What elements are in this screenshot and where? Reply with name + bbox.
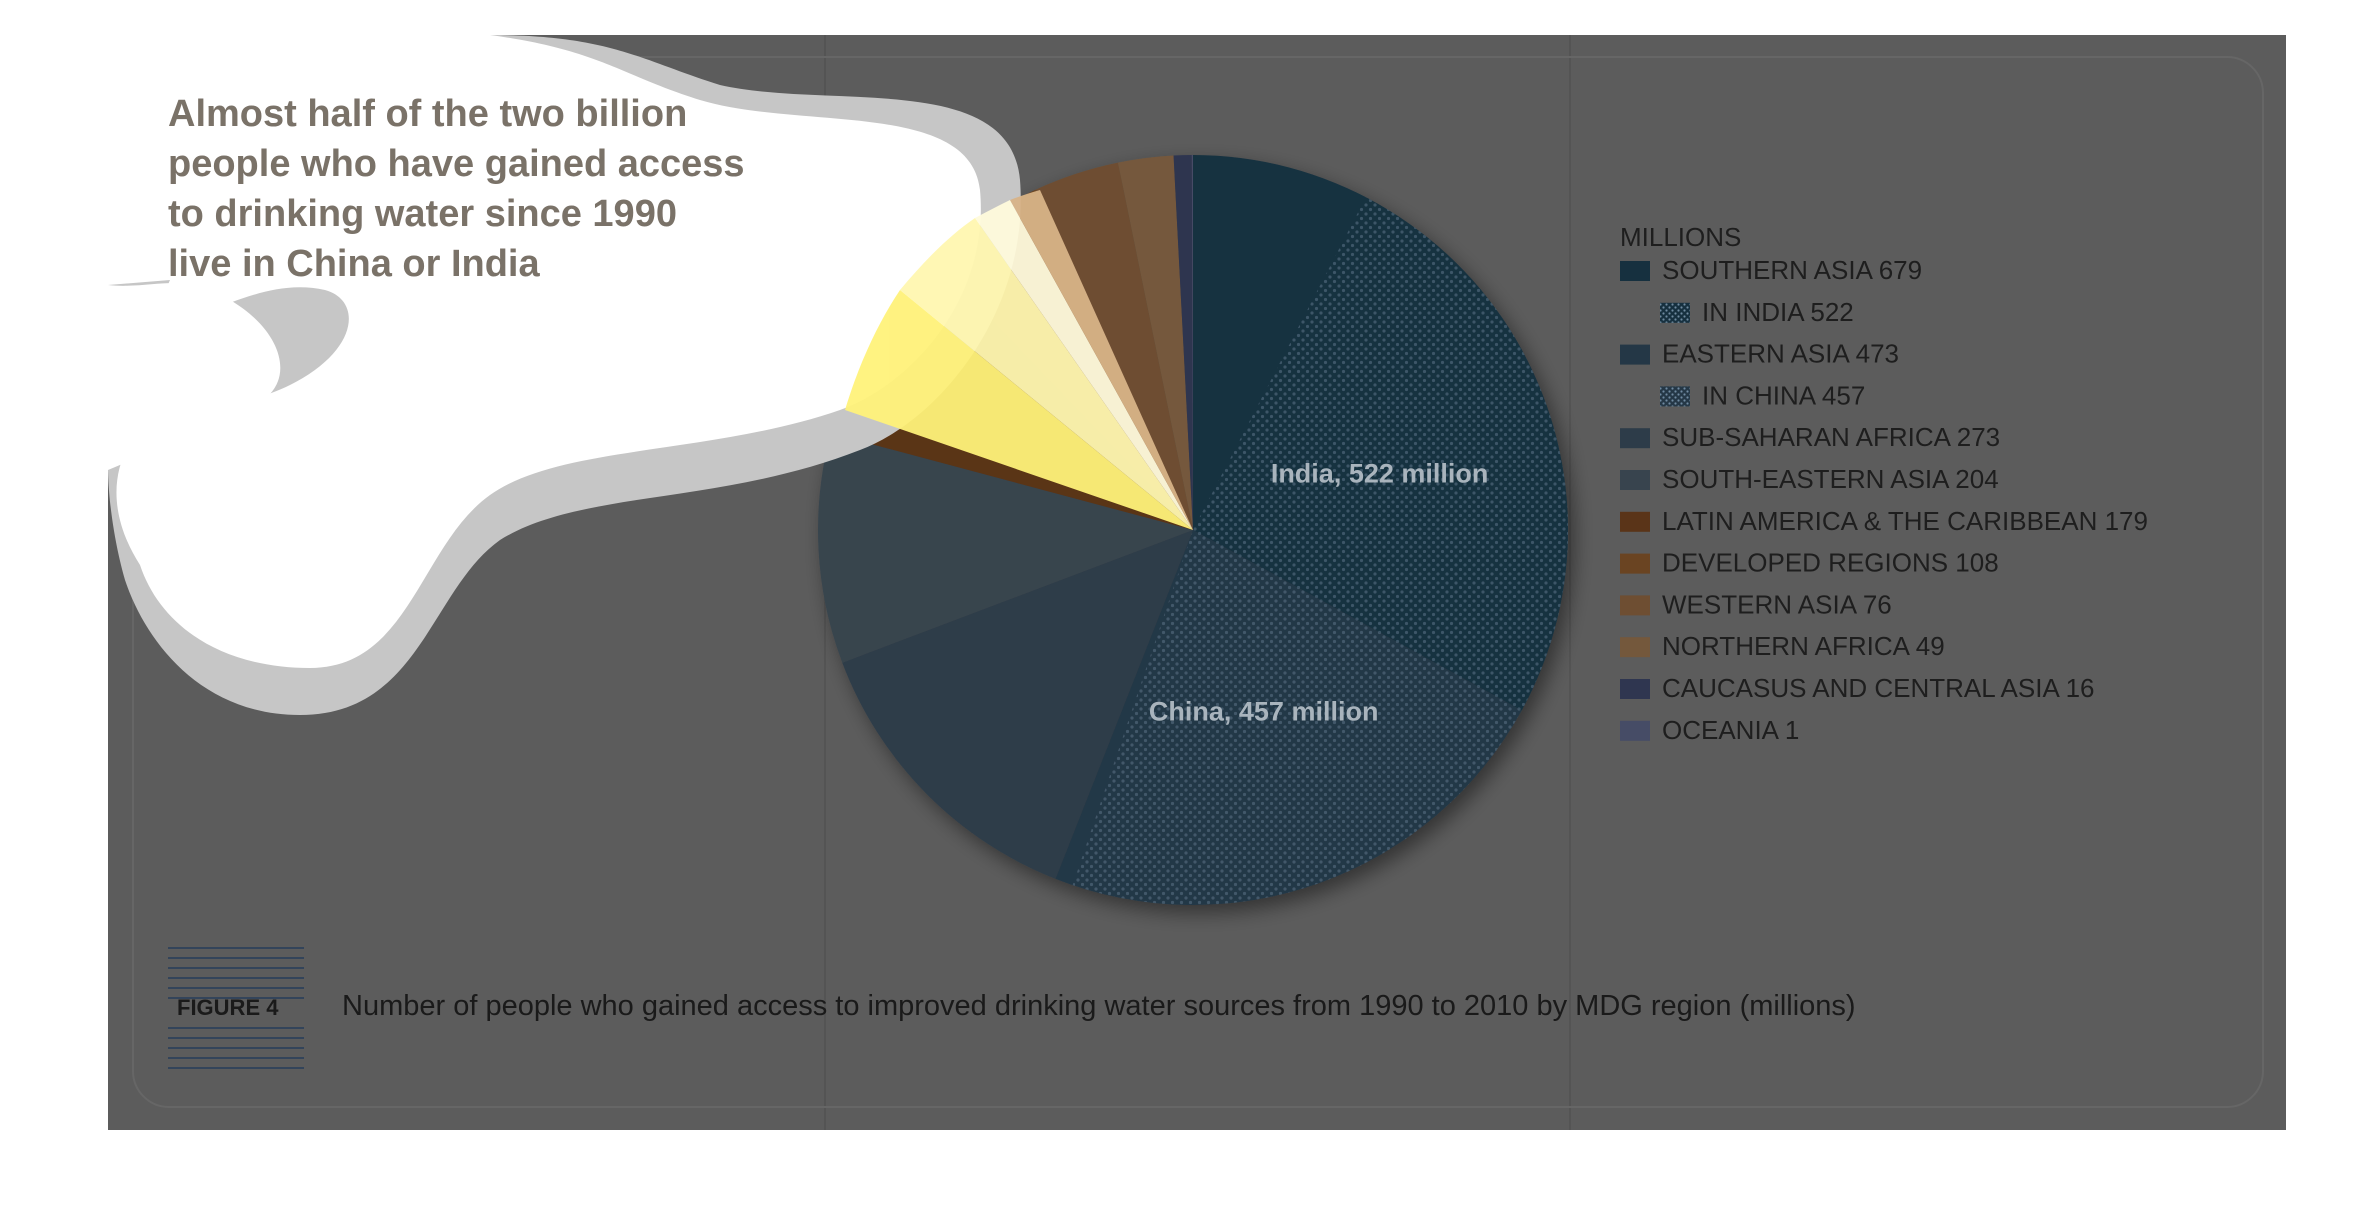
pie-slice [1035,162,1193,530]
headline-blob: Almost half of the two billion people wh… [108,35,1021,715]
legend-label: SOUTH-EASTERN ASIA 204 [1662,464,1999,494]
legend-label: SUB-SAHARAN AFRICA 273 [1662,422,2000,452]
pie-slice-label: China, 457 million [1149,697,1379,727]
headline-line: live in China or India [168,243,540,285]
legend-swatch [1620,553,1650,574]
pie-slice [818,433,1193,663]
figure-caption-text: Number of people who gained access to im… [342,990,1856,1022]
legend-label: LATIN AMERICA & THE CARIBBEAN 179 [1662,506,2148,536]
legend-swatch [1620,470,1650,490]
legend-swatch-pattern [1660,302,1690,323]
legend-label: NORTHERN AFRICA 49 [1662,631,1945,661]
headline-line: to drinking water since 1990 [168,193,677,235]
figure-label-rules [168,947,304,1069]
figure-caption: FIGURE 4 Number of people who gained acc… [168,947,1856,1069]
pie-slice [1173,155,1193,530]
headline-line: people who have gained access [168,143,745,185]
legend-unit-label: MILLIONS [1620,222,1741,252]
legend-label: IN CHINA 457 [1702,380,1865,410]
pie-labels: India, 522 million China, 457 million [1149,458,1488,726]
legend-label: IN INDIA 522 [1702,297,1854,327]
legend-label: WESTERN ASIA 76 [1662,589,1892,619]
legend-swatch [1620,720,1650,741]
legend-swatch [1620,511,1650,532]
legend-label: CAUCASUS AND CENTRAL ASIA 16 [1662,673,2095,703]
legend-swatch [1620,344,1650,365]
pie-slice-label: India, 522 million [1271,458,1489,488]
pie-slice [842,530,1193,879]
legend: MILLIONS SOUTHERN ASIA 679 IN INDIA 522 EA… [1620,222,2148,745]
legend-label: OCEANIA 1 [1662,715,1799,745]
legend-swatch [1620,595,1650,616]
legend-label: SOUTHERN ASIA 679 [1662,255,1922,285]
legend-swatch [1620,679,1650,699]
headline: Almost half of the two billion people wh… [168,93,755,285]
legend-label: EASTERN ASIA 473 [1662,339,1899,369]
pie-slice [1117,155,1193,530]
pie-slice [1191,155,1193,530]
legend-swatch-pattern [1660,386,1690,407]
pie-subslice [1072,530,1522,905]
legend-swatch [1620,637,1650,658]
legend-swatch [1620,428,1650,449]
legend-label: DEVELOPED REGIONS 108 [1662,548,1999,578]
pie-subslice [1193,197,1568,711]
legend-swatch [1620,261,1650,281]
pie-highlight [845,190,1193,530]
headline-line: Almost half of the two billion [168,93,687,135]
figure-label: FIGURE 4 [177,995,279,1020]
